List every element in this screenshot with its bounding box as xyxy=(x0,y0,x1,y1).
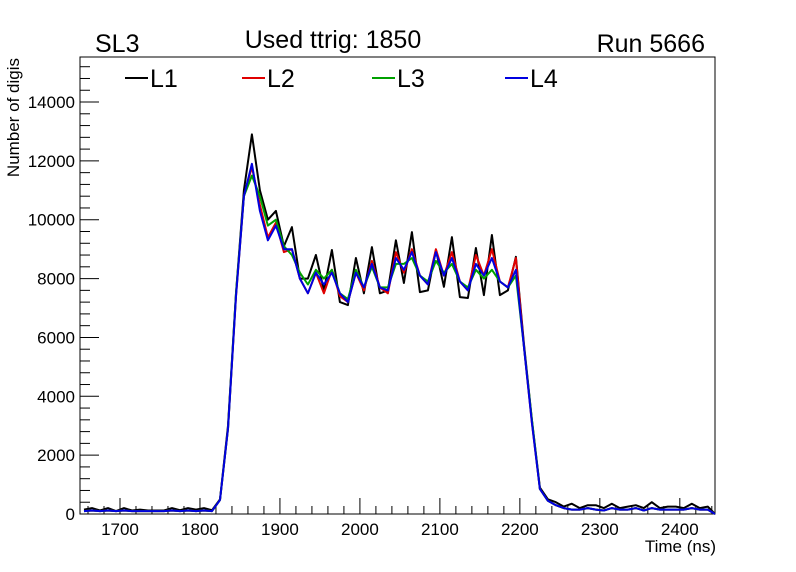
series-line-l2 xyxy=(83,165,716,515)
legend-label-l1: L1 xyxy=(150,65,178,93)
x-tick-label: 2400 xyxy=(661,520,699,539)
chart-left-label: SL3 xyxy=(95,30,139,58)
series-group xyxy=(83,133,716,515)
x-tick-label: 1800 xyxy=(181,520,219,539)
legend: L1 L2 L3 L4 xyxy=(125,65,558,93)
legend-label-l3: L3 xyxy=(397,65,425,93)
axis-ticks: 1700 1800 1900 2000 2100 2200 2300 2400 0 2000 400… xyxy=(28,66,713,539)
y-tick-label: 0 xyxy=(66,505,75,524)
x-tick-label: 2200 xyxy=(501,520,539,539)
y-tick-label: 8000 xyxy=(37,270,75,289)
plot-frame xyxy=(79,56,716,515)
x-tick-label: 2100 xyxy=(421,520,459,539)
x-tick-label: 1700 xyxy=(101,520,139,539)
y-tick-label: 2000 xyxy=(37,446,75,465)
legend-label-l4: L4 xyxy=(530,65,558,93)
y-tick-label: 10000 xyxy=(28,211,75,230)
chart-right-label: Run 5666 xyxy=(597,30,705,58)
series-line-l1 xyxy=(83,133,716,515)
y-tick-label: 12000 xyxy=(28,152,75,171)
x-tick-label: 2000 xyxy=(341,520,379,539)
y-tick-label: 14000 xyxy=(28,93,75,112)
y-tick-label: 4000 xyxy=(37,387,75,406)
x-tick-label: 2300 xyxy=(581,520,619,539)
series-line-l3 xyxy=(83,174,716,515)
series-line-l4 xyxy=(83,162,716,515)
y-axis-label: Number of digis xyxy=(4,58,23,177)
x-axis-label: Time (ns) xyxy=(645,537,716,556)
chart-title: Used ttrig: 1850 xyxy=(245,26,422,54)
x-tick-label: 1900 xyxy=(261,520,299,539)
legend-label-l2: L2 xyxy=(267,65,295,93)
y-tick-label: 6000 xyxy=(37,328,75,347)
